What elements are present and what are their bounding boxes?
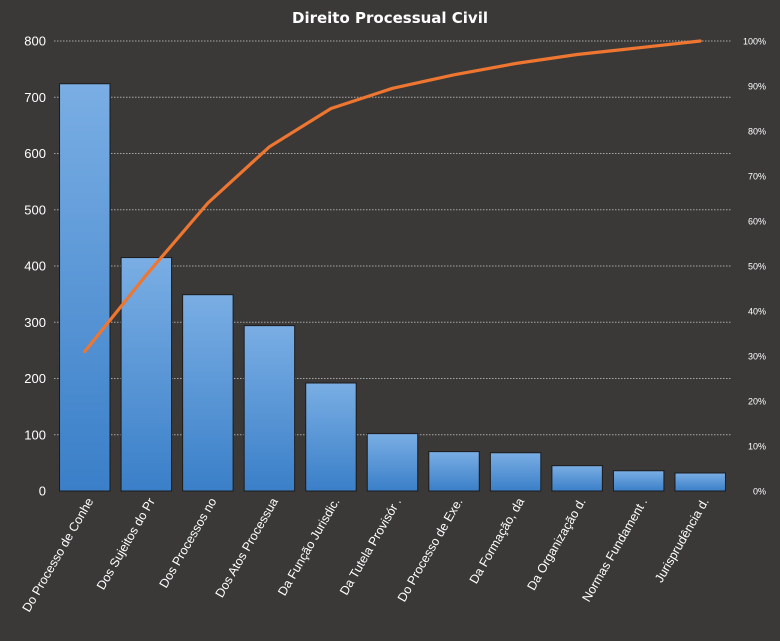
x-category-label: Da Função Jurisdic. xyxy=(275,496,342,599)
y-left-tick-label: 600 xyxy=(24,146,46,161)
bar xyxy=(243,325,296,492)
bar xyxy=(366,433,419,492)
bar xyxy=(182,294,234,492)
bar xyxy=(305,382,357,492)
bar xyxy=(428,451,480,492)
y-axis-right: 0% 10% 20% 30% 40% 50% 60% 70% 80% 90% 100% xyxy=(743,37,766,497)
x-category-label: Da Tutela Provisór . xyxy=(337,496,404,598)
y-right-tick-label: 100% xyxy=(743,37,766,47)
y-right-tick-label: 20% xyxy=(748,397,766,407)
cumulative-percentage-line xyxy=(83,39,702,354)
y-left-tick-label: 700 xyxy=(24,90,46,105)
bars xyxy=(59,83,726,492)
x-category-label: Da Formação, da xyxy=(467,495,527,586)
bar xyxy=(674,472,726,492)
y-right-tick-label: 70% xyxy=(748,172,766,182)
bar xyxy=(59,83,111,492)
y-right-tick-label: 30% xyxy=(748,352,766,362)
x-category-label: Dos Processos no xyxy=(157,495,220,590)
y-left-tick-label: 800 xyxy=(24,34,46,49)
x-category-label: Do Processo de Exe. xyxy=(395,495,466,604)
y-left-tick-label: 0 xyxy=(39,484,46,499)
x-category-label: Da Organização d. xyxy=(524,496,588,593)
y-right-tick-label: 80% xyxy=(748,127,766,137)
x-category-label: Dos Atos Processua xyxy=(213,495,281,600)
cumulative-line xyxy=(83,39,702,354)
x-category-label: Dos Sujeitos do Pr xyxy=(94,496,158,593)
bar xyxy=(489,452,542,492)
y-right-tick-label: 0% xyxy=(753,487,766,497)
x-category-label: Normas Fundament . xyxy=(579,496,650,605)
chart-title: Direito Processual Civil xyxy=(292,9,488,27)
y-left-tick-label: 300 xyxy=(24,315,46,330)
y-left-tick-label: 100 xyxy=(24,427,46,442)
bar xyxy=(551,465,603,492)
bar xyxy=(120,257,173,492)
y-left-tick-label: 500 xyxy=(24,202,46,217)
y-left-tick-label: 400 xyxy=(24,259,46,274)
bar xyxy=(612,470,665,492)
grid-lines xyxy=(54,40,731,436)
y-right-tick-label: 10% xyxy=(748,442,766,452)
y-right-tick-label: 60% xyxy=(748,217,766,227)
x-category-label: Do Processo de Conhe xyxy=(20,495,97,614)
y-left-tick-label: 200 xyxy=(24,371,46,386)
y-axis-left: 0 100 200 300 400 500 600 700 800 xyxy=(24,34,46,499)
y-right-tick-label: 90% xyxy=(748,82,766,92)
y-right-tick-label: 50% xyxy=(748,262,766,272)
y-right-tick-label: 40% xyxy=(748,307,766,317)
x-category-label: Jurisprudência d. xyxy=(652,496,712,585)
